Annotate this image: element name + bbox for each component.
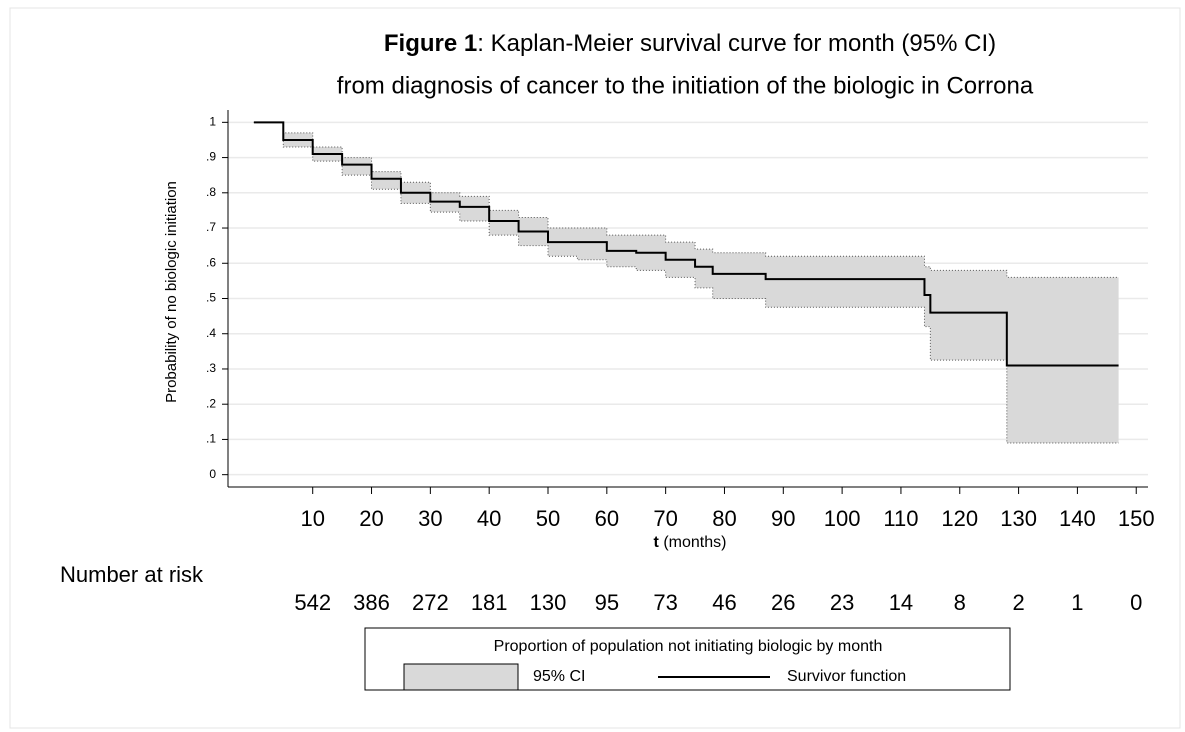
y-tick-label: .4 xyxy=(206,326,216,340)
x-axis-unit: (months) xyxy=(663,534,726,551)
y-tick-label: .2 xyxy=(206,396,216,410)
y-tick-label: 1 xyxy=(209,115,216,129)
legend-swatch xyxy=(403,663,519,691)
ci-bound xyxy=(253,121,1119,278)
x-axis-var: t xyxy=(654,534,660,551)
x-tick-label: 120 xyxy=(941,506,978,531)
at-risk-value: 14 xyxy=(889,590,913,615)
x-tick-label: 40 xyxy=(477,506,501,531)
at-risk-value: 542 xyxy=(294,590,331,615)
x-tick-label: 60 xyxy=(595,506,619,531)
at-risk-value: 8 xyxy=(954,590,966,615)
at-risk-value: 2 xyxy=(1012,590,1024,615)
y-tick-label: .8 xyxy=(206,185,216,199)
at-risk-value: 130 xyxy=(530,590,567,615)
x-tick-label: 90 xyxy=(771,506,795,531)
title: Figure 1: Kaplan-Meier survival curve fo… xyxy=(384,30,996,57)
y-tick-label: 0 xyxy=(209,467,216,481)
title-label: Figure 1 xyxy=(384,30,477,57)
x-axis-label: t (months) xyxy=(654,534,727,551)
y-tick-label: .6 xyxy=(206,255,216,269)
ci-band xyxy=(253,122,1119,443)
y-axis-label: Probability of no biologic initiation xyxy=(163,181,180,403)
x-tick-label: 30 xyxy=(418,506,442,531)
title-text: : Kaplan-Meier survival curve for month … xyxy=(477,30,996,57)
at-risk-value: 1 xyxy=(1071,590,1083,615)
x-tick-label: 140 xyxy=(1059,506,1096,531)
x-tick-label: 80 xyxy=(712,506,736,531)
x-tick-label: 20 xyxy=(359,506,383,531)
y-tick-label: .7 xyxy=(206,220,216,234)
y-tick-label: .1 xyxy=(206,432,216,446)
x-tick-label: 10 xyxy=(300,506,324,531)
subtitle: from diagnosis of cancer to the initiati… xyxy=(337,72,1034,99)
y-tick-label: .9 xyxy=(206,150,216,164)
at-risk-value: 95 xyxy=(595,590,619,615)
legend: Proportion of population not initiating … xyxy=(364,627,1011,691)
at-risk-value: 23 xyxy=(830,590,854,615)
x-tick-label: 50 xyxy=(536,506,560,531)
legend-label: Survivor function xyxy=(787,668,906,685)
legend-label: 95% CI xyxy=(533,668,585,685)
y-tick-label: .3 xyxy=(206,361,216,375)
at-risk-value: 0 xyxy=(1130,590,1142,615)
at-risk-label: Number at risk xyxy=(60,562,204,587)
x-tick-label: 130 xyxy=(1000,506,1037,531)
at-risk-value: 73 xyxy=(653,590,677,615)
frame xyxy=(9,7,1181,729)
x-tick-label: 110 xyxy=(883,506,918,531)
at-risk-value: 386 xyxy=(353,590,390,615)
legend-title: Proportion of population not initiating … xyxy=(494,638,883,655)
survival-line xyxy=(253,121,1119,367)
y-tick-label: .5 xyxy=(206,291,216,305)
at-risk-value: 272 xyxy=(412,590,449,615)
ci-bound xyxy=(253,121,1119,444)
at-risk-value: 26 xyxy=(771,590,795,615)
at-risk-value: 46 xyxy=(712,590,736,615)
x-tick-label: 70 xyxy=(653,506,677,531)
x-tick-label: 150 xyxy=(1118,506,1155,531)
x-tick-label: 100 xyxy=(824,506,861,531)
at-risk-value: 181 xyxy=(471,590,508,615)
